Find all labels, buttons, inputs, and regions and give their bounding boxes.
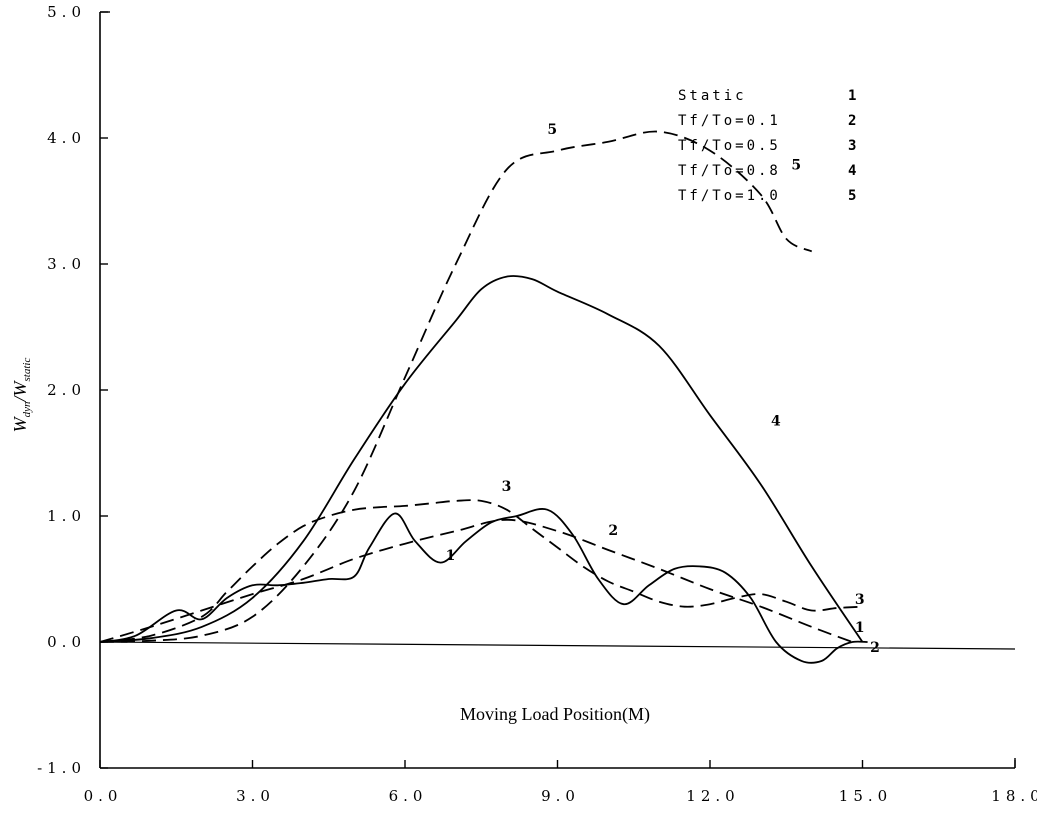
y-tick-label: -1.0	[37, 759, 86, 777]
x-tick-label: 15.0	[839, 787, 892, 805]
series-1-label: 1	[446, 548, 456, 564]
y-tick-label: 1.0	[47, 507, 86, 525]
series-4-label: 4	[771, 413, 781, 429]
legend-entry-number: 2	[848, 113, 856, 129]
series-5-label: 5	[547, 122, 557, 138]
x-tick-label: 9.0	[541, 787, 580, 805]
x-tick-label: 12.0	[686, 787, 739, 805]
legend: Static 1 Tf/To=0.1 2 Tf/To=0.5 3 Tf/To=0.8 4 Tf/…	[678, 88, 856, 204]
y-tick-label: 2.0	[47, 381, 86, 399]
legend-entry-label: Tf/To=1.0	[678, 188, 781, 204]
x-tick-label: 6.0	[389, 787, 428, 805]
series-3-label: 3	[502, 479, 512, 495]
series-4-line	[99, 275, 864, 643]
x-tick-label: 3.0	[236, 787, 275, 805]
y-axis-title: Wdyn/Wstatic	[10, 358, 33, 433]
y-tick-label: 4.0	[47, 129, 86, 147]
curves	[99, 130, 868, 664]
series-1-end-label: 1	[855, 620, 865, 636]
legend-entry-label: Tf/To=0.5	[678, 138, 781, 154]
x-axis-title: Moving Load Position(M)	[460, 704, 650, 725]
x-tick-label: 18.0	[991, 787, 1037, 805]
legend-entry-label: Tf/To=0.1	[678, 113, 781, 129]
zero-line	[99, 641, 1016, 650]
legend-entry-number: 5	[848, 188, 856, 204]
series-1-line	[99, 518, 853, 643]
legend-entry-number: 1	[848, 88, 856, 104]
series-3-line	[99, 499, 863, 643]
series-2-end-label: 2	[870, 640, 880, 656]
y-tick-label: 0.0	[47, 633, 86, 651]
legend-entry-label: Static	[678, 88, 747, 104]
y-tick-label: 3.0	[47, 255, 86, 273]
y-tick-label: 5.0	[47, 3, 86, 21]
series-2-label: 2	[608, 523, 618, 539]
series-5-line	[99, 130, 813, 643]
legend-entry-label: Tf/To=0.8	[678, 163, 781, 179]
x-tick-label: 0.0	[84, 787, 123, 805]
series-2-line	[99, 508, 868, 664]
legend-entry-number: 4	[848, 163, 856, 179]
legend-entry-number: 3	[848, 138, 856, 154]
series-label-extra: 5	[791, 158, 801, 174]
series-3-end-label: 3	[855, 592, 865, 608]
axes: 5.04.03.02.01.00.0-1.00.0 3.0 6.0 9.0 12.0 15…	[10, 3, 1037, 805]
